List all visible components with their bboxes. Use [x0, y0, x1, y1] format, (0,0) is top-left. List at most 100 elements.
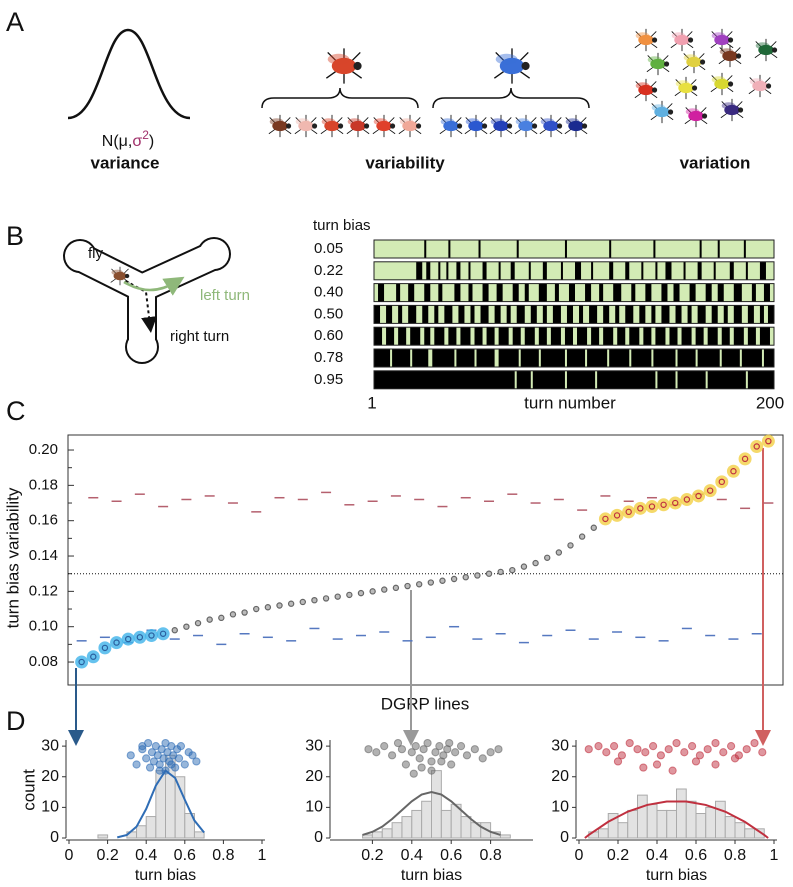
turn-run [496, 283, 503, 302]
turn-run [438, 261, 441, 280]
point [392, 584, 400, 592]
dot [664, 745, 673, 754]
turn-run [655, 327, 666, 346]
turn-run [560, 261, 563, 280]
x-tick-label: 0.2 [96, 847, 118, 864]
x-tick-label: 0.6 [440, 847, 462, 864]
hist-bar [744, 828, 755, 839]
row-label: 0.40 [314, 284, 343, 301]
hist-bar [685, 800, 697, 839]
dot [419, 745, 428, 754]
turn-run [687, 305, 692, 324]
fit-curve [117, 769, 205, 839]
formula-part: ) [149, 133, 154, 150]
dot [138, 742, 147, 751]
turn-run [675, 305, 682, 324]
turn-run [723, 305, 728, 324]
turn-run [374, 349, 391, 367]
y-tick-label: 0.08 [29, 653, 58, 670]
point [159, 630, 167, 637]
y-tick-label: 0 [50, 829, 59, 846]
highlight-halo [692, 489, 706, 503]
turn-run [589, 305, 598, 324]
turn-run [609, 349, 630, 367]
turn-run [386, 327, 395, 346]
turn-run [711, 305, 718, 324]
turn-run [424, 283, 431, 302]
turn-run [454, 283, 461, 302]
dot [613, 757, 623, 766]
turn-run [697, 261, 702, 280]
turn-run [651, 305, 656, 324]
turn-run [733, 327, 744, 346]
turn-run [446, 261, 449, 280]
turn-run [448, 240, 451, 258]
turn-run [374, 327, 383, 346]
point [311, 596, 318, 604]
highlight-halo [738, 452, 752, 466]
dot [174, 754, 184, 763]
turn-run [422, 305, 429, 324]
point [532, 559, 539, 567]
point [171, 627, 178, 634]
turn-run [653, 240, 656, 258]
turn-run [426, 261, 431, 280]
dot [656, 751, 666, 760]
turn-run [759, 327, 770, 346]
turn-run [408, 283, 415, 302]
turn-run [707, 327, 718, 346]
dot [393, 738, 403, 748]
hist-bar [656, 809, 668, 839]
y-tick-label: 30 [41, 737, 59, 754]
turn-run [516, 370, 531, 389]
x-axis-label: turn bias [135, 867, 196, 884]
point [229, 611, 237, 618]
hist-bar [705, 806, 716, 839]
strip-border [373, 348, 775, 368]
dot [584, 745, 593, 754]
turn-run [609, 240, 612, 258]
turn-run [550, 327, 561, 346]
hist-bar [666, 809, 677, 839]
highlight-halo [75, 655, 89, 669]
dot [639, 763, 648, 772]
turn-run [408, 305, 417, 324]
point [765, 437, 772, 445]
dot [727, 742, 736, 751]
hist-bar [724, 816, 736, 839]
point [660, 501, 667, 508]
dot [691, 757, 701, 766]
x-tick-label: 1 [258, 847, 267, 864]
point [206, 616, 213, 623]
turn-run [480, 305, 489, 324]
dot [451, 748, 460, 757]
hist-bar [695, 813, 707, 839]
point [462, 574, 469, 581]
dot [617, 751, 627, 760]
row-label: 0.95 [314, 371, 343, 388]
turn-run [456, 261, 461, 280]
turn-run [751, 283, 756, 302]
x-tick-label: 0 [65, 847, 74, 864]
dot [719, 748, 728, 757]
point [718, 478, 726, 486]
highlight-halo [121, 632, 135, 646]
turn-run [398, 327, 407, 346]
hist-bar [193, 831, 205, 839]
x-tick-label: 200 [756, 393, 784, 412]
turn-run [665, 261, 672, 280]
turn-run [460, 327, 471, 346]
x-tick-label: 0.8 [212, 847, 234, 864]
turn-run [625, 305, 634, 324]
turn-run [617, 327, 626, 346]
hist-bar [184, 813, 195, 839]
hist-bar [440, 809, 452, 839]
turn-run [424, 327, 431, 346]
dot [711, 738, 720, 748]
dot [688, 742, 697, 751]
turn-run [677, 370, 706, 389]
point [509, 566, 516, 574]
highlight-halo [703, 484, 717, 498]
turn-run [478, 240, 481, 258]
dot [132, 760, 141, 769]
